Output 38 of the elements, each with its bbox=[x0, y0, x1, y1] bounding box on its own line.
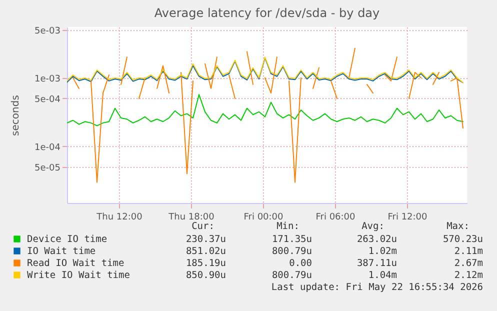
legend-label: IO Wait time bbox=[27, 246, 96, 257]
y-tick-label: 5e-05 bbox=[34, 164, 60, 174]
y-tick-label: 1e-03 bbox=[34, 74, 60, 84]
text: 570.23u bbox=[442, 234, 483, 245]
text: Avg: bbox=[362, 221, 384, 232]
legend-label: Write IO Wait time bbox=[27, 270, 130, 281]
text: 2.11m bbox=[454, 246, 484, 257]
text: Last update: Fri May 22 16:55:34 2026 bbox=[271, 282, 484, 293]
text: 850.90u bbox=[186, 270, 226, 281]
chart-title: Average latency for /dev/sda - by day bbox=[154, 6, 380, 20]
text: 800.79u bbox=[272, 246, 312, 257]
text: 1.04m bbox=[368, 270, 398, 281]
text: 263.02u bbox=[356, 234, 397, 245]
x-tick-label: Fri 12:00 bbox=[388, 212, 428, 222]
text: 171.35u bbox=[272, 234, 312, 245]
text: 2.12m bbox=[454, 270, 484, 281]
text: Cur: bbox=[192, 221, 214, 232]
text: Min: bbox=[276, 221, 300, 232]
y-tick-label: 5e-03 bbox=[34, 26, 60, 36]
x-tick-label: Fri 00:00 bbox=[244, 212, 284, 222]
x-tick-label: Fri 06:00 bbox=[316, 212, 356, 222]
legend-label: Read IO Wait time bbox=[27, 258, 125, 269]
text: 800.79u bbox=[272, 270, 312, 281]
line-series bbox=[67, 94, 464, 126]
text: Max: bbox=[446, 221, 470, 232]
y-tick-label: 1e-04 bbox=[34, 142, 61, 153]
text: 0.00 bbox=[289, 258, 312, 269]
text: 230.37u bbox=[186, 234, 226, 245]
y-axis-title: seconds bbox=[10, 95, 22, 136]
x-tick-label: Thu 12:00 bbox=[96, 212, 143, 222]
text: 387.11u bbox=[356, 258, 397, 269]
text: 185.19u bbox=[186, 258, 226, 269]
y-tick-label: 5e-04 bbox=[34, 94, 61, 105]
legend-label: Device IO time bbox=[27, 234, 108, 245]
text: 2.67m bbox=[454, 258, 484, 269]
text: 851.02u bbox=[186, 246, 226, 257]
x-tick-label: Thu 18:00 bbox=[168, 212, 215, 222]
text: 1.02m bbox=[368, 246, 398, 257]
